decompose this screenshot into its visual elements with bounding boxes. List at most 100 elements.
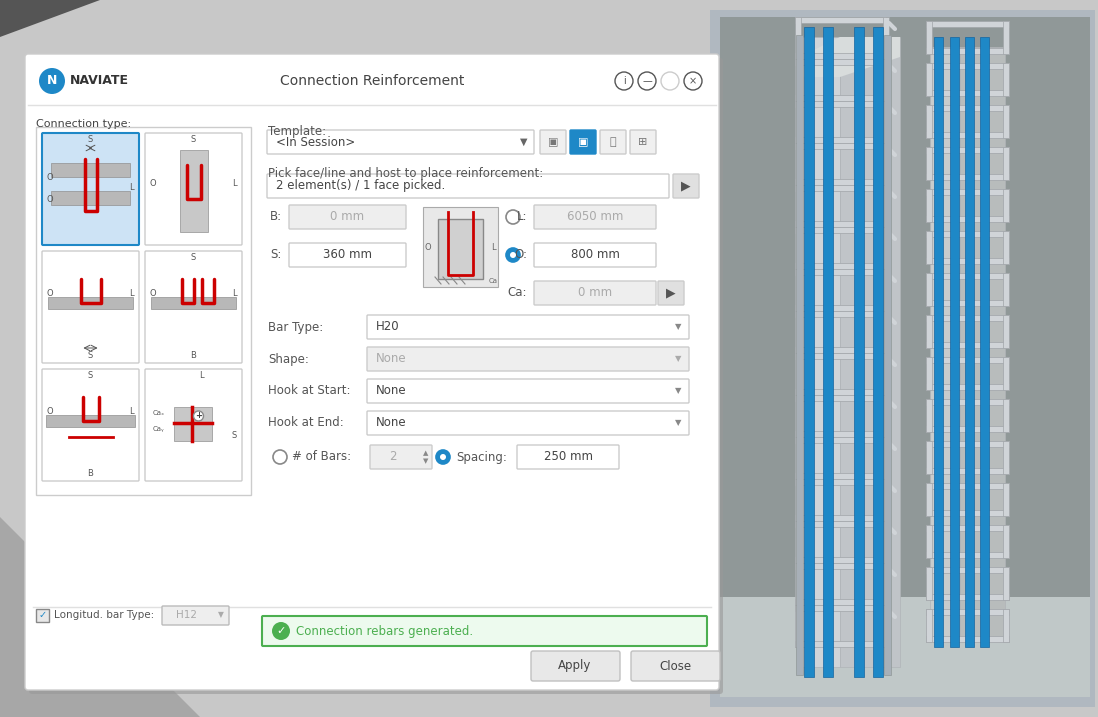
Bar [926,21,932,54]
Text: B: B [88,470,93,478]
Bar [795,437,802,479]
Polygon shape [930,47,960,637]
Bar [710,10,1095,707]
Bar [1002,105,1009,138]
Bar [795,179,885,185]
Bar [926,300,1009,306]
Bar [795,605,802,647]
Bar [873,27,883,677]
Bar [926,525,932,558]
Bar [804,27,814,677]
Text: O: O [47,194,54,204]
Text: O: O [47,407,54,415]
Bar [1002,63,1009,96]
Text: H20: H20 [376,320,400,333]
Bar [965,37,974,647]
Text: L: L [199,371,204,381]
Bar [824,27,833,677]
Bar [926,273,932,306]
Text: O: O [47,173,54,181]
Text: Apply: Apply [558,660,592,673]
Text: 0 mm: 0 mm [578,287,612,300]
Bar [934,37,943,647]
Bar [926,483,932,516]
Bar [795,311,885,317]
Bar [795,473,885,479]
Bar [1002,483,1009,516]
Text: Hook at Start:: Hook at Start: [268,384,350,397]
Text: —: — [642,76,652,86]
FancyBboxPatch shape [163,606,229,625]
FancyBboxPatch shape [600,130,626,154]
Bar [883,395,889,437]
Text: ▼: ▼ [424,458,428,464]
FancyBboxPatch shape [540,130,565,154]
Bar [48,297,133,309]
Bar [1002,525,1009,558]
FancyBboxPatch shape [262,616,707,646]
Bar [926,189,932,222]
Text: S: S [88,351,93,361]
Bar [883,353,889,395]
Circle shape [40,68,65,94]
Bar [884,35,890,675]
Bar [926,441,932,474]
Bar [1002,231,1009,264]
Bar [926,315,1009,321]
Text: ▼: ▼ [219,610,224,619]
Text: None: None [376,353,406,366]
Bar [926,342,1009,348]
Bar [795,479,885,485]
Text: Connection Reinforcement: Connection Reinforcement [280,74,464,88]
Text: N: N [47,75,57,87]
Text: Caᵧ: Caᵧ [153,426,165,432]
Polygon shape [960,47,1005,637]
Text: S: S [88,136,93,145]
Text: O: O [47,288,54,298]
Circle shape [193,411,203,421]
Circle shape [436,450,450,464]
Bar [926,147,1009,153]
Text: 2: 2 [390,450,396,463]
Text: B: B [191,351,197,361]
Bar [926,426,1009,432]
Text: Shape:: Shape: [268,353,309,366]
Bar [926,105,1009,111]
FancyBboxPatch shape [370,445,432,469]
Text: <In Session>: <In Session> [276,136,356,148]
Text: ▼: ▼ [675,386,681,396]
Text: O:: O: [514,249,527,262]
Circle shape [272,622,290,640]
Bar [1002,315,1009,348]
FancyBboxPatch shape [367,411,690,435]
Bar [152,297,236,309]
Bar [926,48,1009,54]
Bar [36,609,49,622]
Circle shape [506,248,520,262]
Bar [1002,399,1009,432]
Text: L: L [128,407,133,415]
Bar [795,641,885,647]
Bar [795,347,885,353]
Bar [795,431,885,437]
Bar [795,353,885,359]
Bar [883,437,889,479]
FancyBboxPatch shape [42,369,139,481]
Bar [926,63,932,96]
Bar [926,636,1009,642]
Bar [926,567,1009,573]
FancyBboxPatch shape [570,130,596,154]
Text: ×: × [688,76,697,86]
Bar [795,563,802,605]
Bar [795,395,802,437]
Bar [926,483,1009,489]
Bar [46,415,135,427]
Text: 6050 mm: 6050 mm [567,211,624,224]
Text: L: L [128,288,133,298]
Text: ▼: ▼ [520,137,528,147]
Bar [795,521,885,527]
Bar [795,515,885,521]
Bar [883,59,889,101]
Bar [1002,441,1009,474]
Text: Close: Close [659,660,691,673]
